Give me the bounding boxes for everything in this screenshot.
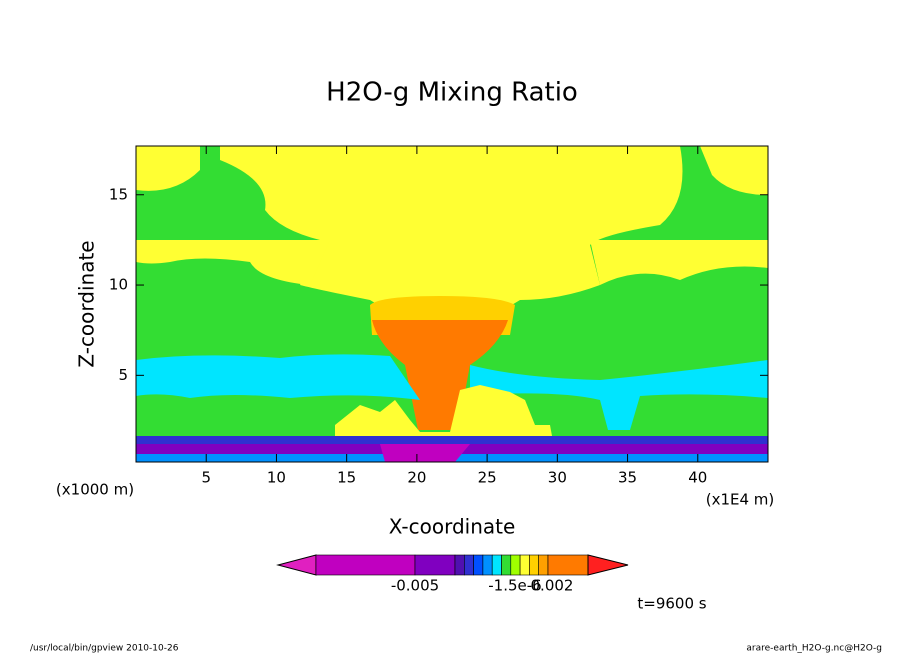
region [700, 146, 768, 195]
region [590, 240, 768, 285]
x-tick-label: 15 [337, 469, 356, 487]
region [136, 146, 200, 191]
y-tick-label: 15 [109, 185, 128, 203]
colorbar-label: 0.002 [531, 577, 574, 595]
region [136, 354, 420, 400]
region [335, 385, 552, 436]
colorbar-end [276, 554, 317, 576]
region [220, 146, 683, 330]
region [380, 444, 470, 462]
colorbar-swatch [547, 554, 589, 576]
colorbar-swatch [315, 554, 416, 576]
colorbar-swatch [519, 554, 530, 576]
y-unit: (x1000 m) [56, 481, 134, 499]
colorbar-swatch [482, 554, 493, 576]
colorbar-swatch [414, 554, 456, 576]
x-tick-label: 40 [688, 469, 707, 487]
contour-field [136, 146, 768, 462]
y-tick-label: 5 [118, 366, 128, 384]
footer-right: arare-earth_H2O-g.nc@H2O-g [746, 644, 882, 654]
x-tick-label: 5 [201, 469, 211, 487]
region [470, 360, 768, 430]
x-tick-label: 10 [267, 469, 286, 487]
colorbar-swatch [501, 554, 512, 576]
colorbar-swatch [510, 554, 521, 576]
plot-frame [135, 145, 769, 463]
y-axis-label: Z-coordinate [75, 240, 99, 367]
region [136, 240, 330, 285]
chart-title: H2O-g Mixing Ratio [326, 78, 578, 108]
colorbar-swatch [538, 554, 549, 576]
colorbar-swatch [473, 554, 484, 576]
colorbar-swatch [529, 554, 540, 576]
colorbar-swatch [454, 554, 465, 576]
colorbar-swatch [463, 554, 474, 576]
footer-left: /usr/local/bin/gpview 2010-10-26 [30, 644, 179, 654]
region [372, 320, 508, 430]
colorbar-end [587, 554, 629, 576]
colorbar-label: -0.005 [391, 577, 439, 595]
colorbar: -0.005 -1.5e-60.002 [276, 554, 629, 595]
time-label: t=9600 s [637, 595, 706, 613]
x-tick-label: 30 [548, 469, 567, 487]
colorbar-label: -1.5e-6 [488, 577, 541, 595]
y-tick-label: 10 [109, 276, 128, 294]
x-tick-label: 35 [618, 469, 637, 487]
region [136, 436, 768, 444]
x-unit: (x1E4 m) [706, 491, 775, 509]
x-tick-label: 20 [407, 469, 426, 487]
x-axis-label: X-coordinate [389, 515, 516, 539]
x-tick-label: 25 [478, 469, 497, 487]
colorbar-swatch [491, 554, 502, 576]
